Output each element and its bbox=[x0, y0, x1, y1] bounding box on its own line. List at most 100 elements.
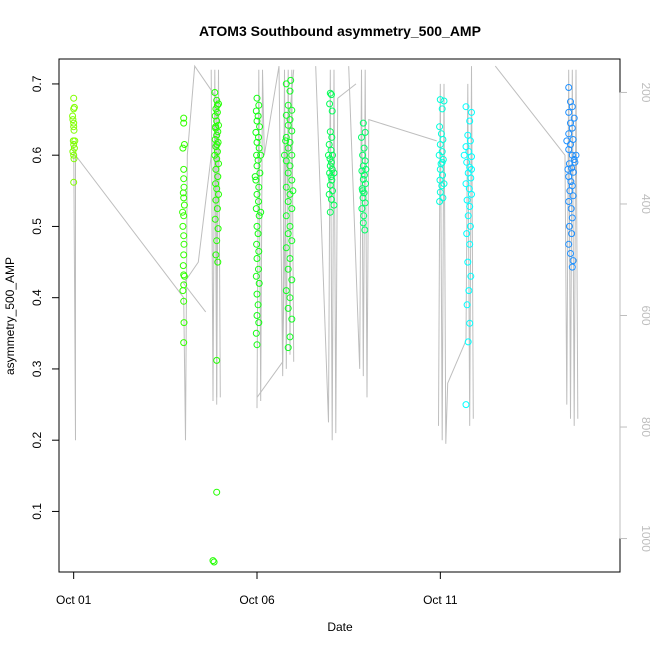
data-point-6-12 bbox=[360, 189, 368, 197]
x-tick-label-1: Oct 06 bbox=[239, 593, 275, 607]
data-point-5-1 bbox=[327, 91, 335, 99]
data-point-4-13 bbox=[286, 162, 294, 170]
data-point-1-10 bbox=[179, 222, 187, 230]
data-point-3-3 bbox=[254, 112, 262, 120]
data-point-5-19 bbox=[327, 195, 335, 203]
data-point-1-8 bbox=[180, 201, 188, 209]
data-point-8-12 bbox=[462, 180, 470, 188]
data-point-3-36 bbox=[257, 208, 265, 216]
data-point-5-6 bbox=[325, 141, 333, 148]
data-point-1-14 bbox=[179, 262, 187, 270]
data-point-4-23 bbox=[288, 237, 296, 245]
data-point-3-0 bbox=[253, 94, 261, 102]
data-point-0-15 bbox=[70, 119, 78, 127]
data-point-8-8 bbox=[463, 158, 471, 166]
data-point-9-23 bbox=[568, 214, 576, 222]
data-point-1-20 bbox=[180, 319, 188, 327]
data-point-9-7 bbox=[565, 130, 573, 138]
data-point-5-0 bbox=[326, 89, 334, 97]
data-point-4-3 bbox=[288, 106, 296, 114]
data-point-4-30 bbox=[284, 304, 292, 312]
data-point-8-15 bbox=[463, 196, 471, 204]
data-point-4-18 bbox=[284, 198, 292, 205]
data-point-2-16 bbox=[213, 155, 221, 163]
data-point-3-7 bbox=[255, 133, 262, 141]
data-point-3-16 bbox=[253, 190, 261, 198]
data-point-3-29 bbox=[254, 301, 262, 309]
data-point-3-12 bbox=[253, 162, 261, 170]
data-point-4-1 bbox=[286, 87, 294, 95]
data-point-1-22 bbox=[180, 165, 188, 173]
data-point-4-36 bbox=[282, 137, 290, 145]
data-point-4-2 bbox=[284, 101, 292, 109]
data-point-2-26 bbox=[214, 225, 222, 233]
data-point-2-15 bbox=[211, 151, 219, 159]
data-point-5-23 bbox=[325, 151, 332, 159]
data-point-9-12 bbox=[570, 156, 578, 163]
data-point-4-20 bbox=[282, 212, 290, 220]
data-point-9-32 bbox=[563, 137, 571, 145]
data-point-0-5 bbox=[70, 126, 78, 134]
data-point-9-11 bbox=[568, 151, 576, 159]
data-point-8-27 bbox=[462, 401, 470, 409]
data-point-2-23 bbox=[212, 196, 220, 204]
data-point-9-22 bbox=[567, 205, 575, 213]
data-point-0-9 bbox=[69, 148, 77, 156]
data-point-2-28 bbox=[212, 251, 220, 259]
data-point-8-1 bbox=[468, 108, 475, 116]
data-point-4-6 bbox=[284, 121, 292, 129]
data-point-4-33 bbox=[284, 344, 292, 352]
data-point-9-4 bbox=[570, 114, 578, 122]
y-axis: 0.1 0.2 0.3 0.4 0.5 0.6 0.7 bbox=[30, 75, 60, 520]
data-point-0-0 bbox=[70, 94, 78, 102]
data-point-9-25 bbox=[568, 230, 576, 238]
data-point-3-19 bbox=[255, 212, 263, 220]
trace-line-3 bbox=[256, 66, 295, 409]
data-point-7-3 bbox=[436, 123, 444, 131]
data-point-1-3 bbox=[179, 144, 187, 152]
data-point-2-35 bbox=[212, 123, 220, 131]
data-point-5-3 bbox=[328, 107, 336, 115]
data-point-8-22 bbox=[467, 272, 475, 280]
data-point-3-10 bbox=[253, 151, 261, 159]
data-point-0-8 bbox=[70, 144, 78, 152]
data-point-6-9 bbox=[359, 175, 367, 183]
data-point-0-2 bbox=[70, 103, 78, 111]
data-point-2-27 bbox=[213, 237, 221, 245]
y-tick-label-1: 0.2 bbox=[30, 432, 44, 449]
data-point-1-23 bbox=[179, 208, 187, 216]
data-point-8-19 bbox=[463, 230, 471, 238]
data-point-6-15 bbox=[358, 205, 366, 213]
data-point-1-21 bbox=[180, 339, 188, 347]
data-point-2-10 bbox=[213, 131, 221, 139]
data-point-9-31 bbox=[571, 158, 579, 166]
y-tick-label-5: 0.6 bbox=[30, 147, 44, 164]
data-point-4-28 bbox=[282, 287, 290, 295]
data-point-4-35 bbox=[289, 187, 297, 195]
data-point-6-2 bbox=[358, 133, 365, 141]
y-right-tick-label-0: 200 bbox=[639, 82, 650, 102]
data-point-8-28 bbox=[468, 165, 475, 173]
data-point-8-2 bbox=[466, 117, 474, 125]
data-point-9-26 bbox=[565, 240, 573, 248]
data-point-6-0 bbox=[359, 119, 367, 127]
y-tick-label-4: 0.5 bbox=[30, 218, 44, 235]
data-point-7-0 bbox=[436, 96, 444, 104]
data-point-8-16 bbox=[466, 203, 474, 210]
data-point-2-3 bbox=[212, 105, 220, 113]
data-point-5-22 bbox=[330, 169, 338, 177]
data-point-6-10 bbox=[362, 180, 369, 188]
data-point-5-15 bbox=[328, 176, 336, 184]
data-point-4-26 bbox=[284, 265, 292, 273]
data-point-2-4 bbox=[213, 108, 221, 116]
data-point-4-34 bbox=[281, 151, 288, 159]
y-tick-label-3: 0.4 bbox=[30, 289, 44, 306]
data-point-9-27 bbox=[567, 250, 574, 257]
data-point-7-18 bbox=[440, 180, 448, 188]
data-point-4-7 bbox=[288, 127, 296, 135]
data-point-3-9 bbox=[255, 144, 263, 152]
data-point-3-25 bbox=[255, 265, 262, 273]
data-point-8-0 bbox=[462, 103, 470, 111]
data-point-3-28 bbox=[253, 290, 261, 298]
data-point-2-18 bbox=[212, 165, 220, 173]
